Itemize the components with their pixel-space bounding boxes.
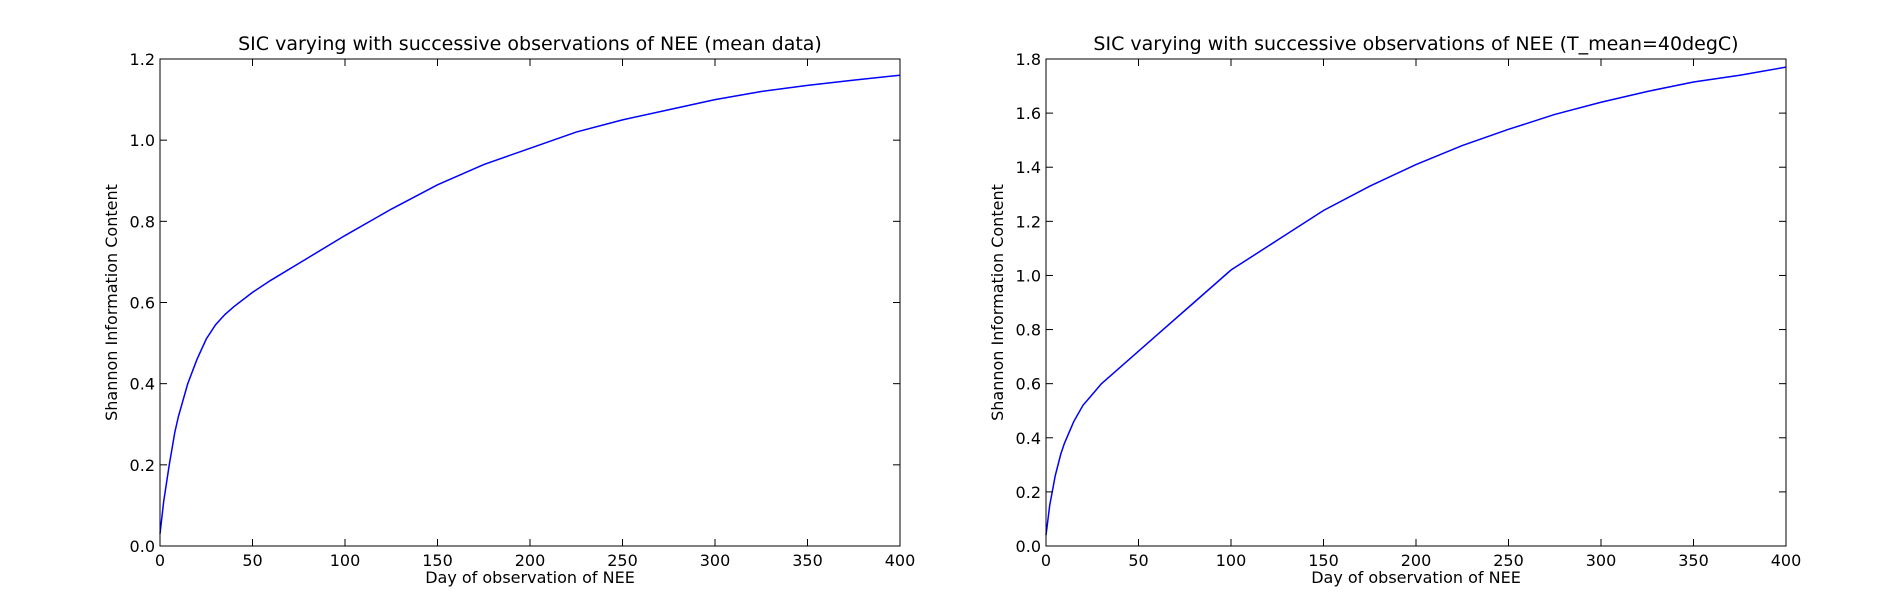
y-tick-label: 0.8	[130, 212, 155, 231]
x-tick-label: 0	[1041, 551, 1051, 570]
x-tick-label: 300	[1586, 551, 1617, 570]
y-tick-label: 0.6	[1016, 375, 1041, 394]
y-tick-label: 1.8	[1016, 50, 1041, 69]
y-tick-label: 0.0	[1016, 537, 1041, 556]
y-tick-label: 0.2	[130, 456, 155, 475]
plot-frame	[159, 58, 901, 547]
x-tick-label: 250	[1493, 551, 1524, 570]
y-tick-label: 0.8	[1016, 321, 1041, 340]
y-tick-label: 0.6	[130, 294, 155, 313]
chart-panel-t-mean-40degc: 0 50 100 150 200 250 300 350 400 0.0 0.2 0.4 0.6 0.8 1…	[988, 33, 1801, 587]
y-tick-label: 1.6	[1016, 104, 1041, 123]
x-tick-label: 300	[700, 551, 731, 570]
y-tick-label: 0.0	[130, 537, 155, 556]
x-tick-label: 150	[422, 551, 453, 570]
x-tick-label: 0	[155, 551, 165, 570]
y-tick-label: 0.2	[1016, 483, 1041, 502]
x-tick-label: 100	[1216, 551, 1247, 570]
y-axis-label: Shannon Information Content	[988, 184, 1007, 421]
x-tick-label: 400	[1771, 551, 1802, 570]
x-tick-label: 50	[242, 551, 262, 570]
y-tick-label: 1.2	[1016, 212, 1041, 231]
chart-panel-mean-data: 0 50 100 150 200 250 300 350 400 0.0 0.2 0.4 0.6 0.8 1…	[102, 33, 915, 587]
y-tick-label: 0.4	[130, 375, 155, 394]
y-tick-label: 1.0	[1016, 266, 1041, 285]
x-tick-label: 150	[1308, 551, 1339, 570]
y-tick-label: 1.0	[130, 131, 155, 150]
series-line	[159, 74, 901, 534]
y-tick-label: 0.4	[1016, 429, 1041, 448]
x-tick-label: 200	[515, 551, 546, 570]
x-axis-label: Day of observation of NEE	[1311, 568, 1521, 587]
x-tick-label: 50	[1128, 551, 1148, 570]
chart-title: SIC varying with successive observations…	[238, 33, 822, 55]
x-tick-label: 100	[330, 551, 361, 570]
series-line	[1045, 66, 1787, 536]
y-axis-label: Shannon Information Content	[102, 184, 121, 421]
y-tick-label: 1.2	[130, 50, 155, 69]
x-tick-label: 350	[1678, 551, 1709, 570]
chart-title: SIC varying with successive observations…	[1093, 33, 1738, 55]
x-tick-label: 350	[792, 551, 823, 570]
x-tick-label: 400	[885, 551, 916, 570]
plot-frame	[1045, 58, 1787, 547]
y-tick-label: 1.4	[1016, 158, 1041, 177]
x-tick-label: 250	[607, 551, 638, 570]
x-tick-label: 200	[1401, 551, 1432, 570]
x-axis-label: Day of observation of NEE	[425, 568, 635, 587]
